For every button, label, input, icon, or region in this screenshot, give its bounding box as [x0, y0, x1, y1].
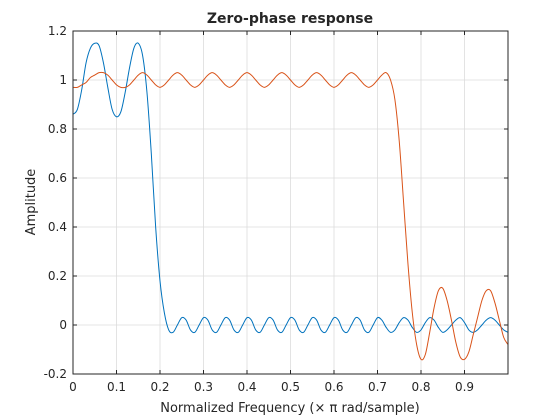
x-tick-label: 0.5 — [281, 380, 300, 394]
ticks: 0 0.1 0.2 0.3 0.4 0.5 0.6 0.7 0.8 0.9-0.200.20.40… — [44, 24, 508, 394]
x-tick-label: 0.7 — [368, 380, 387, 394]
x-tick-label: 0.6 — [324, 380, 343, 394]
series-line-2 — [72, 71, 509, 361]
y-tick-label: 0.4 — [48, 220, 67, 234]
chart-title: Zero-phase response — [207, 11, 373, 27]
x-tick-label: 0.4 — [237, 380, 256, 394]
x-tick-label: 0.2 — [150, 380, 169, 394]
x-tick-label: 0.3 — [194, 380, 213, 394]
y-axis-label: Amplitude — [24, 169, 39, 236]
x-axis-label: Normalized Frequency (× π rad/sample) — [160, 401, 419, 416]
y-tick-label: 1.2 — [48, 24, 67, 38]
x-tick-label: 0 — [69, 380, 77, 394]
series-layer — [72, 42, 509, 361]
y-tick-label: 0.2 — [48, 269, 67, 283]
y-tick-label: -0.2 — [44, 367, 67, 381]
y-tick-label: 0 — [59, 318, 67, 332]
y-tick-label: 0.8 — [48, 122, 67, 136]
x-tick-label: 0.8 — [411, 380, 430, 394]
x-tick-label: 0.9 — [455, 380, 474, 394]
y-tick-label: 0.6 — [48, 171, 67, 185]
y-tick-label: 1 — [59, 73, 67, 87]
series-line-1 — [72, 42, 509, 334]
x-tick-label: 0.1 — [107, 380, 126, 394]
